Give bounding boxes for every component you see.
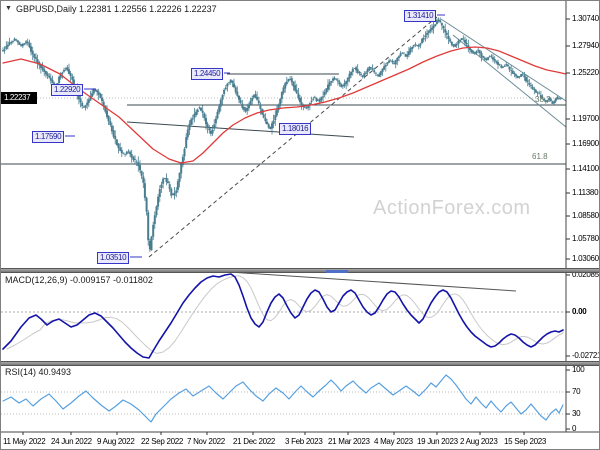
price-tick-label-1.27940: 1.27940	[572, 41, 599, 50]
price-tick-label-1.30740: 1.30740	[572, 14, 599, 23]
price-label-1.18016[interactable]: 1.18016	[279, 123, 312, 135]
rsi-tick-label-100: 100	[572, 365, 585, 374]
price-tick-label-1.16900: 1.16900	[572, 139, 599, 148]
date-label-15 Sep 2023: 15 Sep 2023	[504, 437, 547, 446]
rsi-line	[2, 374, 564, 423]
date-label-4 May 2023: 4 May 2023	[374, 437, 413, 446]
date-label-19 Jun 2023: 19 Jun 2023	[417, 437, 458, 446]
macd-panel-title: MACD(12,26,9) -0.009157 -0.011802	[5, 275, 153, 285]
price-tick-label-1.08580: 1.08580	[572, 211, 599, 220]
fib-label-38.2: 38.2	[535, 95, 551, 104]
price-label-1.22920[interactable]: 1.22920	[51, 84, 84, 96]
macd-line	[2, 273, 564, 359]
rsi-tick-label-30: 30	[572, 409, 581, 418]
panel-separator-1[interactable]	[1, 268, 599, 273]
date-label-7 Nov 2022: 7 Nov 2022	[187, 437, 225, 446]
price-label-1.17590[interactable]: 1.17590	[32, 131, 65, 143]
candlestick-bodies	[2, 19, 562, 251]
macd-signal-line	[6, 275, 564, 354]
macd-tick-label-0.00: 0.00	[572, 307, 587, 316]
watermark: ActionForex.com	[373, 197, 531, 219]
price-tick-label-1.25220: 1.25220	[572, 68, 599, 77]
date-label-3 Feb 2023: 3 Feb 2023	[285, 437, 323, 446]
panel-separator-2[interactable]	[1, 361, 599, 366]
price-tick-label-1.11380: 1.11380	[572, 188, 599, 197]
date-label-24 Jun 2022: 24 Jun 2022	[51, 437, 92, 446]
fib-label-61.8: 61.8	[532, 152, 548, 161]
chart-shift-marker[interactable]: ▼	[5, 5, 12, 12]
price-label-1.24450[interactable]: 1.24450	[191, 68, 224, 80]
date-label-21 Mar 2023: 21 Mar 2023	[328, 437, 370, 446]
price-panel-title: GBPUSD,Daily 1.22381 1.22556 1.22226 1.2…	[16, 4, 217, 14]
price-tick-label-1.03060: 1.03060	[572, 254, 599, 263]
channel-upper	[440, 18, 567, 102]
current-price-tag: 1.22237	[1, 92, 37, 104]
moving-average-line	[2, 46, 567, 164]
macd-trendline	[228, 271, 517, 292]
rsi-tick-label-70: 70	[572, 387, 581, 396]
date-label-9 Aug 2022: 9 Aug 2022	[97, 437, 135, 446]
date-label-22 Sep 2022: 22 Sep 2022	[141, 437, 184, 446]
rsi-tick-label-0: 0	[572, 424, 577, 433]
splitter-handle[interactable]	[326, 270, 348, 273]
price-level-3	[126, 121, 355, 138]
date-label-11 May 2022: 11 May 2022	[3, 437, 46, 446]
date-label-2 Aug 2023: 2 Aug 2023	[460, 437, 498, 446]
macd-tick-label--0.027213: -0.027213	[572, 351, 599, 360]
price-label-1.03510[interactable]: 1.03510	[97, 252, 130, 264]
date-label-21 Dec 2022: 21 Dec 2022	[233, 437, 276, 446]
price-tick-label-1.19700: 1.19700	[572, 114, 599, 123]
price-label-1.31410[interactable]: 1.31410	[404, 10, 437, 22]
rsi-panel-title: RSI(14) 40.9493	[5, 367, 72, 377]
price-tick-label-1.05780: 1.05780	[572, 234, 599, 243]
price-tick-label-1.14100: 1.14100	[572, 164, 599, 173]
macd-tick-label-0.020858: 0.020858	[572, 270, 600, 279]
